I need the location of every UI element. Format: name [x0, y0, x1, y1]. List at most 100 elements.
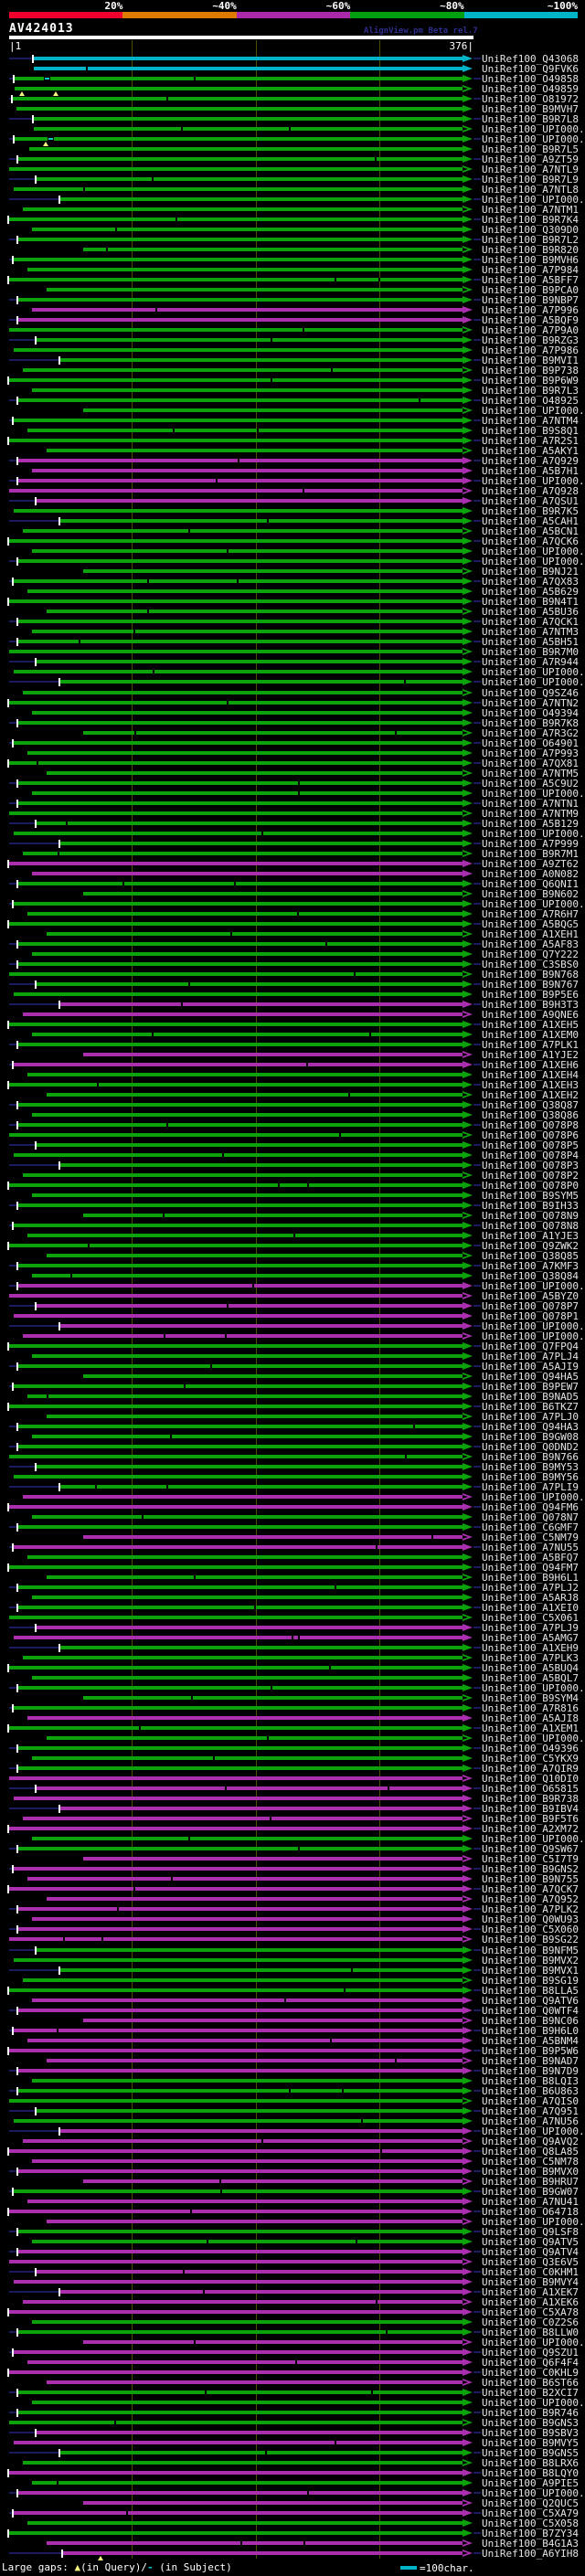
hit-label[interactable]: UniRef100_A5B7H1 [482, 465, 579, 477]
hit-label[interactable]: UniRef100_A1YJE2 [482, 1049, 579, 1061]
hit-bar[interactable] [63, 2551, 463, 2555]
hit-bar[interactable] [83, 2501, 463, 2505]
hit-label[interactable]: UniRef100_A7NU55 [482, 1542, 579, 1553]
hit-label[interactable]: UniRef100_Q94FM7 [482, 1562, 579, 1574]
hit-label[interactable]: UniRef100_A5BFF7 [482, 274, 579, 286]
hit-bar[interactable] [27, 751, 463, 755]
hit-label[interactable]: UniRef100_Q078N9 [482, 1210, 579, 1222]
hit-bar[interactable] [32, 1274, 463, 1277]
hit-bar[interactable] [9, 1083, 463, 1087]
hit-bar[interactable] [14, 670, 463, 673]
hit-label[interactable]: UniRef100_A7NU41 [482, 2196, 579, 2208]
hit-bar[interactable] [14, 1706, 463, 1710]
hit-label[interactable]: UniRef100_B4G1A3 [482, 2538, 579, 2549]
hit-label[interactable]: UniRef100_A5C9U2 [482, 778, 579, 790]
hit-bar[interactable] [34, 117, 463, 121]
hit-label[interactable]: UniRef100_A7NTM4 [482, 415, 579, 427]
hit-bar[interactable] [23, 852, 463, 855]
hit-label[interactable]: UniRef100_UPI000.. [482, 676, 585, 688]
hit-label[interactable]: UniRef100_B9RZG3 [482, 334, 579, 346]
hit-bar[interactable] [18, 2230, 463, 2233]
hit-bar[interactable] [37, 822, 463, 825]
hit-label[interactable]: UniRef100_Q7FPQ4 [482, 1341, 579, 1352]
hit-bar[interactable] [14, 2511, 463, 2515]
hit-label[interactable]: UniRef100_A5AKY1 [482, 445, 579, 457]
hit-label[interactable]: UniRef100_A5BFQ7 [482, 1552, 579, 1564]
hit-bar[interactable] [18, 962, 463, 966]
hit-bar[interactable] [47, 1736, 463, 1740]
hit-bar[interactable] [37, 1143, 463, 1147]
hit-label[interactable]: UniRef100_UPI000.. [482, 1733, 585, 1744]
hit-bar[interactable] [47, 2380, 463, 2384]
hit-label[interactable]: UniRef100_C5XA79 [482, 2507, 579, 2519]
hit-label[interactable]: UniRef100_A5B629 [482, 586, 579, 598]
hit-label[interactable]: UniRef100_B9MVH6 [482, 254, 579, 266]
hit-bar[interactable] [37, 177, 463, 181]
hit-bar[interactable] [9, 489, 463, 493]
hit-bar[interactable] [27, 1234, 463, 1237]
hit-label[interactable]: UniRef100_UPI000.. [482, 2397, 585, 2409]
hit-label[interactable]: UniRef100_B9MVY4 [482, 2276, 579, 2288]
hit-label[interactable]: UniRef100_A1XEK6 [482, 2296, 579, 2308]
hit-bar[interactable] [27, 429, 463, 432]
hit-bar[interactable] [9, 1776, 463, 1780]
hit-label[interactable]: UniRef100_B9PCA0 [482, 284, 579, 296]
hit-bar[interactable] [32, 1193, 463, 1197]
hit-bar[interactable] [83, 1857, 463, 1860]
hit-bar[interactable] [60, 842, 463, 845]
hit-label[interactable]: UniRef100_Q078P7 [482, 1300, 579, 1312]
hit-bar[interactable] [9, 1505, 463, 1509]
hit-bar[interactable] [18, 1907, 463, 1911]
hit-label[interactable]: UniRef100_A7PLJ9 [482, 1622, 579, 1634]
hit-label[interactable]: UniRef100_Q078P6 [482, 1129, 579, 1141]
hit-label[interactable]: UniRef100_C0KHM1 [482, 2266, 579, 2278]
hit-bar[interactable] [18, 801, 463, 805]
hit-label[interactable]: UniRef100_Q9SW67 [482, 1843, 579, 1855]
hit-bar[interactable] [14, 2441, 463, 2444]
hit-label[interactable]: UniRef100_B9GW07 [482, 2186, 579, 2198]
hit-bar[interactable] [18, 238, 463, 241]
hit-bar[interactable] [83, 2340, 463, 2344]
hit-bar[interactable] [9, 599, 463, 603]
hit-bar[interactable] [32, 1756, 463, 1760]
hit-label[interactable]: UniRef100_C5NM79 [482, 1532, 579, 1543]
hit-label[interactable]: UniRef100_A7NTM9 [482, 808, 579, 820]
hit-bar[interactable] [15, 87, 463, 90]
hit-bar[interactable] [14, 419, 463, 422]
hit-label[interactable]: UniRef100_UPI000.. [482, 556, 585, 567]
hit-label[interactable]: UniRef100_Q9AVQ2 [482, 2136, 579, 2147]
hit-bar[interactable] [32, 1354, 463, 1358]
hit-label[interactable]: UniRef100_O49859 [482, 83, 579, 95]
hit-label[interactable]: UniRef100_B9R7L8 [482, 113, 579, 125]
hit-bar[interactable] [9, 1294, 463, 1298]
hit-label[interactable]: UniRef100_B8LQY0 [482, 2467, 579, 2479]
hit-bar[interactable] [9, 650, 463, 653]
hit-label[interactable]: UniRef100_A5BNM4 [482, 2035, 579, 2047]
hit-label[interactable]: UniRef100_O81972 [482, 93, 579, 105]
hit-bar[interactable] [14, 2029, 463, 2032]
hit-bar[interactable] [37, 1465, 463, 1468]
hit-label[interactable]: UniRef100_C5NM78 [482, 2156, 579, 2168]
hit-bar[interactable] [32, 388, 463, 392]
hit-bar[interactable] [23, 1012, 463, 1016]
hit-bar[interactable] [9, 378, 463, 382]
hit-label[interactable]: UniRef100_B9MVH7 [482, 103, 579, 115]
hit-label[interactable]: UniRef100_B9H6L0 [482, 2025, 579, 2037]
hit-bar[interactable] [27, 1555, 463, 1559]
hit-bar[interactable] [14, 741, 463, 745]
hit-bar[interactable] [83, 248, 463, 251]
hit-label[interactable]: UniRef100_Q9ATV4 [482, 2246, 579, 2258]
hit-bar[interactable] [18, 1425, 463, 1428]
hit-label[interactable]: UniRef100_O49394 [482, 707, 579, 719]
hit-bar[interactable] [9, 1183, 463, 1187]
hit-bar[interactable] [18, 2169, 463, 2173]
hit-bar[interactable] [60, 1968, 463, 1972]
hit-bar[interactable] [9, 2049, 463, 2052]
hit-label[interactable]: UniRef100_B9MVX0 [482, 2166, 579, 2178]
hit-label[interactable]: UniRef100_A7P996 [482, 304, 579, 316]
hit-bar[interactable] [32, 2079, 463, 2083]
hit-label[interactable]: UniRef100_B9R7K8 [482, 717, 579, 729]
hit-bar[interactable] [14, 1636, 463, 1639]
hit-bar[interactable] [34, 57, 463, 60]
hit-label[interactable]: UniRef100_B7ZY34 [482, 2528, 579, 2539]
